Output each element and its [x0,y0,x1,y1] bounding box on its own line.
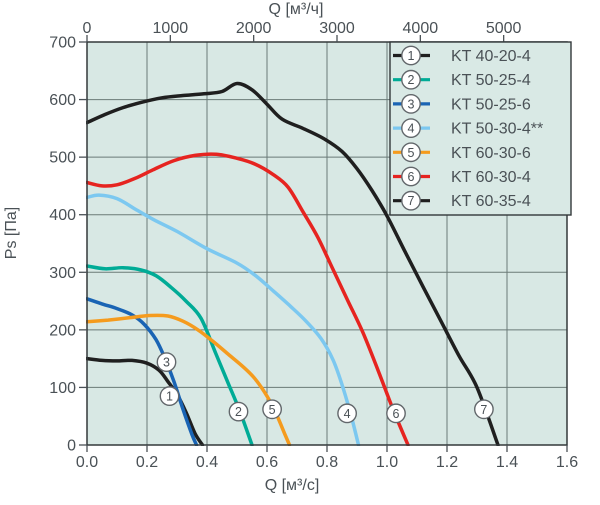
x-bottom-tick-label: 0.2 [136,454,158,471]
curve-marker-circle [386,403,406,424]
curve-marker-circle [473,399,494,420]
legend-marker-number: 6 [408,170,415,184]
x-top-tick-label: 0 [83,20,92,37]
curve-kt-40-20-4 [86,356,205,446]
legend-marker-circle [401,118,421,139]
curve-marker-number: 2 [235,405,242,419]
legend-marker-circle [401,94,421,114]
legend-label: KT 40-20-4 [451,48,531,65]
chart-generated-content: 0 100 200 300 400 500 600 700 0.0 0.2 0.4 0.6 0.8 1.0… [49,20,578,471]
y-tick-label: 500 [49,150,76,167]
x-bottom-tick-label: 1.4 [496,454,518,471]
curve-marker-circle [228,401,249,422]
legend-marker-number: 3 [408,97,415,111]
x-bottom-tick-label: 1.0 [376,454,398,471]
curve-marker-circle [337,403,357,424]
legend-label: KT 50-30-4** [451,121,543,138]
curve-kt-60-30-4 [86,152,410,446]
curve-marker-number: 6 [393,407,400,421]
x-top-tick-label: 3000 [319,20,355,37]
legend-marker-number: 2 [408,73,415,87]
bottom-axis-title: Q [м³/с] [265,477,320,494]
curve-marker-circle [159,386,180,406]
y-tick-label: 700 [49,35,76,52]
x-top-tick-label: 1000 [153,20,189,37]
x-bottom-tick-label: 0.6 [256,454,278,471]
legend-marker-circle [401,166,421,187]
curve-marker-number: 5 [269,403,276,417]
x-bottom-tick-label: 0.8 [316,454,338,471]
y-tick-label: 300 [49,265,76,282]
curves-layer [86,81,500,446]
legend-marker-circle [401,190,421,211]
x-bottom-tick-label: 1.6 [556,454,578,471]
legend-label: KT 60-35-4 [451,193,531,210]
legend-marker-circle [401,45,421,66]
legend-marker-circle [401,69,421,90]
legend-marker-number: 4 [408,122,415,136]
legend-row: 2 KT 50-25-4 [393,69,531,90]
y-tick-label: 200 [49,322,76,339]
y-tick-label: 100 [49,380,76,397]
x-bottom-tick-label: 0.0 [76,454,98,471]
legend-label: KT 60-30-4 [451,169,531,186]
legend-row: 5 KT 60-30-6 [393,142,531,163]
legend-row: 7 KT 60-35-4 [393,190,531,211]
legend-marker-number: 1 [408,49,415,63]
y-tick-label: 600 [49,92,76,109]
legend-row: 1 KT 40-20-4 [393,45,531,66]
legend-row: 4 KT 50-30-4** [393,118,543,139]
y-tick-label: 400 [49,207,76,224]
legend-row: 6 KT 60-30-4 [393,166,531,187]
legend: 1 KT 40-20-4 2 KT 50-25-4 3 KT 50-25-6 4 KT 50-… [389,41,572,216]
x-bottom-tick-label: 1.2 [436,454,458,471]
x-bottom-tick-label: 0.4 [196,454,218,471]
curve-marker-number: 1 [166,390,173,404]
y-tick-label: 0 [67,438,76,455]
curve-marker-number: 4 [344,407,351,421]
legend-marker-circle [401,142,421,163]
top-axis-title: Q [м³/ч] [269,1,324,18]
curve-marker-number: 3 [163,356,170,370]
legend-row: 3 KT 50-25-6 [393,94,531,114]
curve-kt-50-25-6 [86,297,199,446]
y-axis-title: Ps [Па] [3,207,20,259]
legend-label: KT 50-25-6 [451,96,531,113]
x-top-tick-label: 4000 [403,20,439,37]
curve-marker-circle [156,352,177,372]
legend-marker-number: 7 [408,194,415,208]
curve-kt-60-35-4 [86,81,500,446]
x-top-tick-label: 2000 [236,20,272,37]
curve-marker-circle [262,399,282,420]
curve-kt-50-25-4 [86,264,254,446]
legend-label: KT 50-25-4 [451,72,531,89]
legend-marker-number: 5 [408,146,415,160]
curve-kt-50-30-4- [86,193,361,446]
x-top-tick-label: 5000 [486,20,522,37]
curve-marker-number: 7 [480,403,487,417]
legend-label: KT 60-30-6 [451,145,531,162]
